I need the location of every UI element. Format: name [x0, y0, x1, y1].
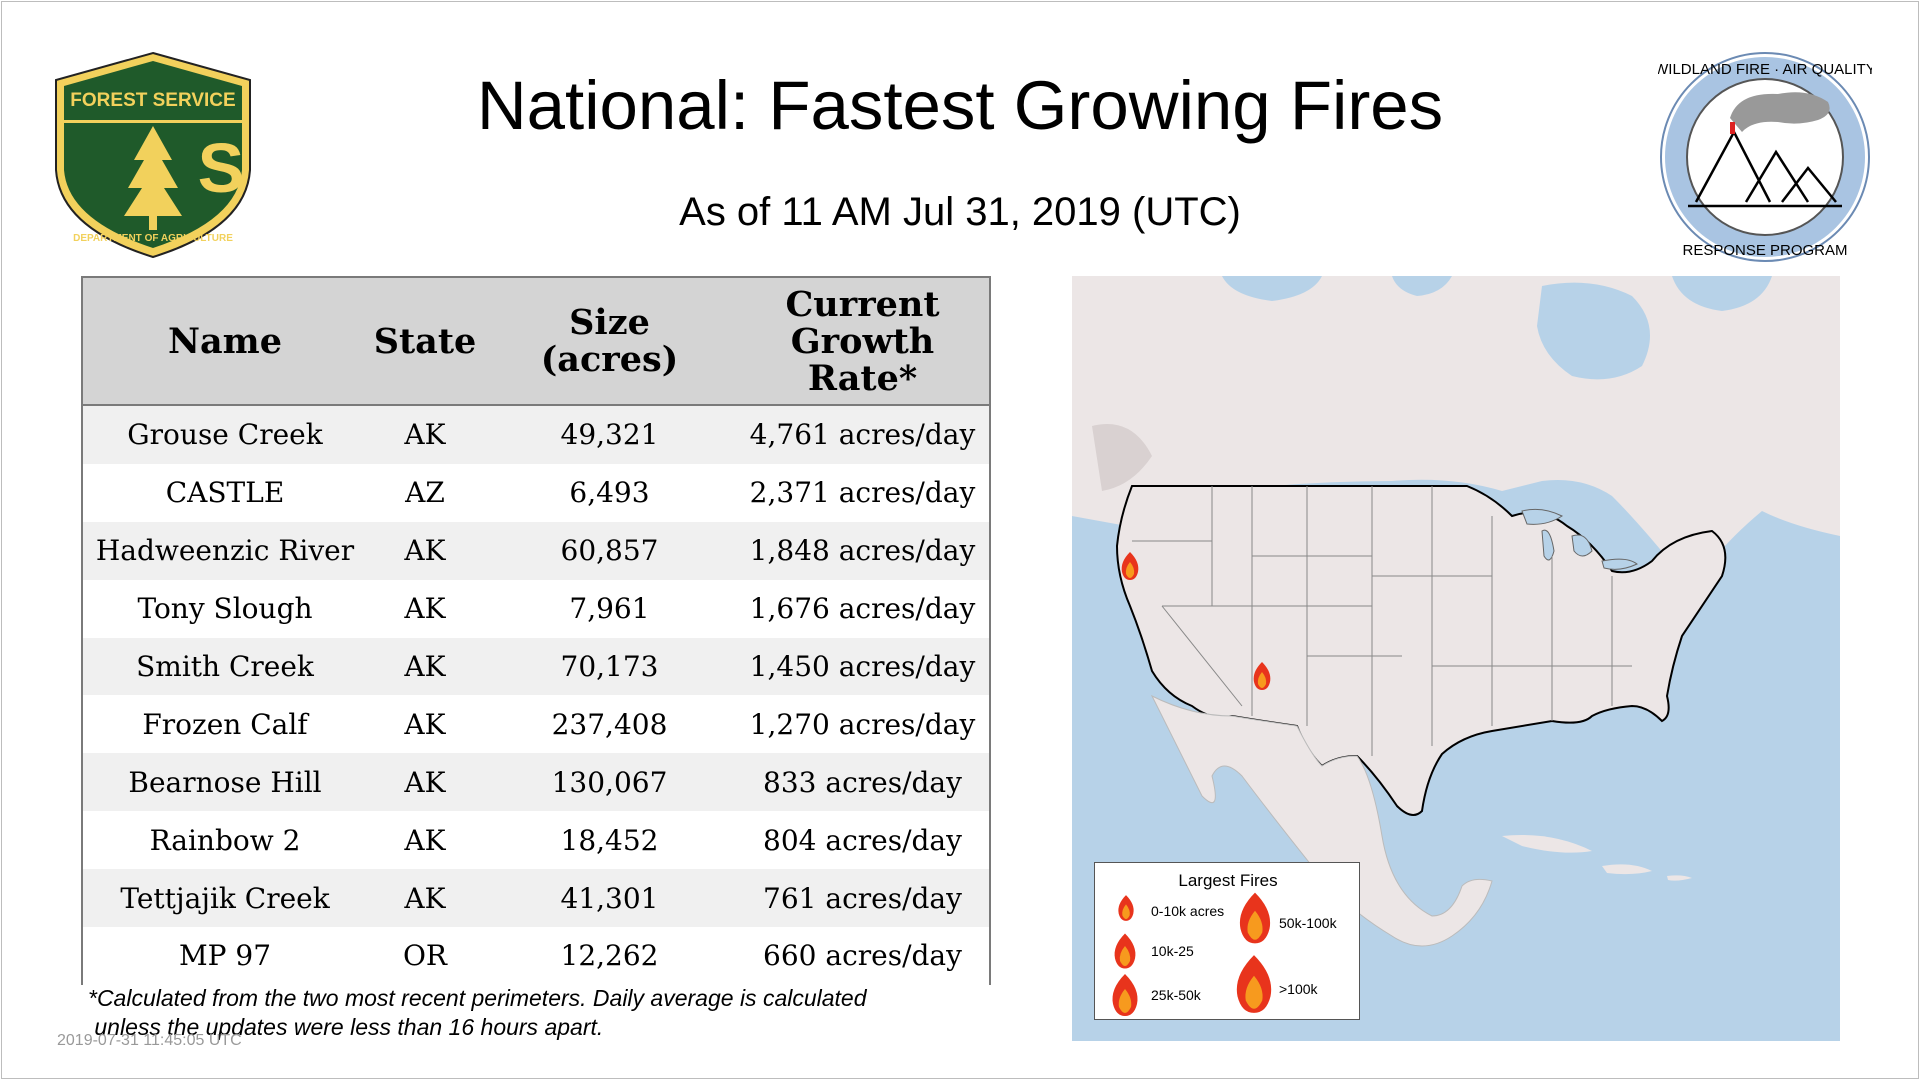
cell-state: AK	[404, 765, 446, 799]
air-quality-program-logo: WILDLAND FIRE · AIR QUALITY RESPONSE PRO…	[1658, 52, 1872, 262]
cell-name: Tettjajik Creek	[120, 881, 330, 915]
cell-state: AZ	[405, 476, 445, 510]
table-row: Grouse Creek AK 49,321 4,761 acres/day	[83, 406, 989, 464]
fire-marker-castle[interactable]	[1253, 662, 1271, 690]
cell-name: Tony Slough	[137, 592, 313, 626]
table-row: Frozen Calf AK 237,408 1,270 acres/day	[83, 695, 989, 754]
table-row: Hadweenzic River AK 60,857 1,848 acres/d…	[83, 521, 989, 580]
cell-size: 130,067	[551, 765, 668, 799]
cell-size: 6,493	[569, 476, 650, 510]
cell-size: 70,173	[560, 650, 659, 683]
cell-state: AK	[404, 592, 446, 626]
cell-size: 237,408	[551, 707, 668, 741]
header-growth-rate: Current Growth Rate*	[785, 283, 940, 399]
cell-size: 49,321	[560, 418, 659, 452]
cell-state: AK	[404, 418, 446, 452]
cell-rate: 804 acres/day	[763, 823, 962, 857]
cell-size: 60,857	[560, 534, 659, 568]
flame-icon-small	[1118, 895, 1134, 921]
table-header-row: Name State Size (acres) Current Growth R…	[83, 278, 989, 406]
cell-state: AK	[404, 881, 446, 915]
cell-size: 7,961	[569, 592, 650, 626]
flame-icon-large	[1112, 974, 1138, 1016]
cell-rate: 833 acres/day	[763, 765, 962, 799]
logo-top-text: FOREST SERVICE	[70, 90, 235, 111]
fire-marker-mp97[interactable]	[1121, 552, 1139, 580]
legend-label-over-100k: >100k	[1279, 981, 1318, 997]
mountains-icon	[1688, 129, 1842, 208]
cell-rate: 761 acres/day	[763, 881, 962, 915]
cell-rate: 2,371 acres/day	[749, 476, 976, 510]
table-row: Smith Creek AK 70,173 1,450 acres/day	[83, 637, 989, 696]
cell-rate: 1,450 acres/day	[749, 650, 976, 683]
cell-state: OR	[402, 939, 448, 973]
table-row: Rainbow 2 AK 18,452 804 acres/day	[83, 811, 989, 870]
cell-rate: 1,270 acres/day	[749, 707, 976, 741]
flame-icon-xlarge	[1239, 892, 1271, 944]
legend-label-50k-100k: 50k-100k	[1279, 915, 1337, 931]
cell-name: Rainbow 2	[149, 823, 301, 857]
cell-size: 41,301	[560, 881, 659, 915]
header-size: Size (acres)	[540, 302, 679, 380]
cell-rate: 4,761 acres/day	[749, 418, 976, 452]
cell-rate: 1,848 acres/day	[749, 534, 976, 568]
cell-name: Smith Creek	[136, 650, 314, 683]
legend-label-0-10k: 0-10k acres	[1151, 903, 1225, 919]
page-subtitle: As of 11 AM Jul 31, 2019 (UTC)	[679, 190, 1241, 234]
page-title: National: Fastest Growing Fires	[476, 67, 1444, 144]
legend-title: Largest Fires	[1178, 871, 1278, 890]
cell-name: CASTLE	[165, 476, 285, 510]
table-row: Tony Slough AK 7,961 1,676 acres/day	[83, 579, 989, 638]
state-lines	[1132, 486, 1632, 756]
cell-name: Bearnose Hill	[128, 765, 322, 799]
flame-icon-xxlarge	[1236, 955, 1272, 1013]
cell-state: AK	[404, 823, 446, 857]
cell-rate: 660 acres/day	[763, 939, 962, 973]
generated-timestamp: 2019-07-31 11:45:05 UTC	[57, 1032, 242, 1049]
header-name: Name	[168, 320, 282, 362]
cell-state: AK	[404, 534, 446, 568]
fire-marker-icon	[1730, 122, 1735, 134]
smoke-plume-icon	[1730, 92, 1830, 132]
contiguous-us-shape	[1115, 485, 1727, 816]
flame-icon-medium	[1114, 933, 1136, 969]
cell-size: 12,262	[560, 939, 659, 973]
cell-name: Grouse Creek	[127, 418, 323, 452]
cell-name: MP 97	[178, 939, 272, 973]
table-row: Tettjajik Creek AK 41,301 761 acres/day	[83, 869, 989, 928]
logo-right-top-text: WILDLAND FIRE · AIR QUALITY	[1658, 61, 1872, 78]
table-row: Bearnose Hill AK 130,067 833 acres/day	[83, 753, 989, 812]
cell-rate: 1,676 acres/day	[749, 592, 976, 626]
legend-label-25k-50k: 25k-50k	[1151, 987, 1201, 1003]
cell-state: AK	[404, 707, 446, 741]
logo-bottom-text: DEPARTMENT OF AGRICULTURE	[73, 233, 233, 244]
cell-state: AK	[404, 650, 446, 683]
cell-size: 18,452	[560, 823, 659, 857]
cell-name: Frozen Calf	[142, 707, 308, 741]
cell-name: Hadweenzic River	[95, 534, 355, 568]
header-state: State	[373, 320, 477, 362]
legend-label-10k-25: 10k-25	[1151, 943, 1194, 959]
table-row: MP 97 OR 12,262 660 acres/day	[83, 927, 989, 985]
map-legend: Largest Fires 0-10k acres 10k-25 25k-50k…	[1094, 862, 1360, 1020]
fastest-growing-fires-table: Name State Size (acres) Current Growth R…	[81, 276, 991, 985]
pine-tree-icon	[124, 126, 182, 230]
table-body: Grouse Creek AK 49,321 4,761 acres/day C…	[83, 406, 989, 985]
footnote: *Calculated from the two most recent per…	[88, 985, 867, 1040]
table-row: CASTLE AZ 6,493 2,371 acres/day	[83, 463, 989, 522]
logo-right-bottom-text: RESPONSE PROGRAM	[1682, 242, 1847, 259]
forest-service-logo: FOREST SERVICE U S DEPARTMENT OF AGRICUL…	[50, 51, 251, 259]
